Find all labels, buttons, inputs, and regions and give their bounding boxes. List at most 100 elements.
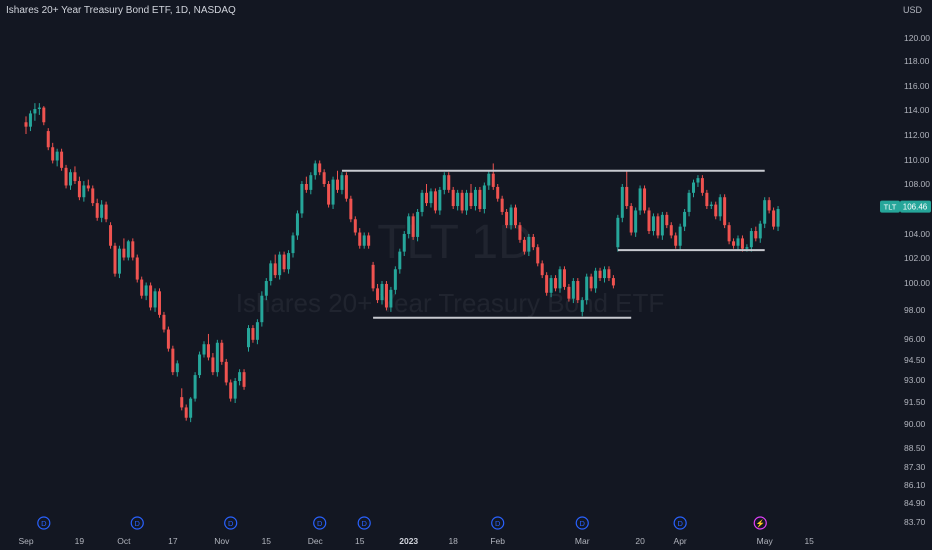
candle-down [447,175,451,190]
price-tick-label: 90.00 [904,419,926,429]
candle-up [175,363,179,373]
last-price-badge: TLT 106.46 [880,200,931,213]
candle-up [144,285,148,296]
candle-up [264,281,268,296]
candle-up [255,322,259,340]
price-tick-label: 98.00 [904,305,926,315]
candle-up [300,184,304,214]
candle-up [331,179,335,205]
dividend-marker[interactable] [37,516,51,530]
candle-up [620,186,624,218]
candle-up [313,163,317,176]
candle-down [322,172,326,184]
candle-down [131,241,135,258]
candle-down [598,270,602,279]
candle-down [554,278,558,289]
price-axis[interactable]: 120.00 118.00 116.00 114.00 112.00 110.00 108.… [904,33,930,527]
candle-down [349,198,353,220]
price-tick-label: 88.50 [904,443,926,453]
candle-down [705,192,709,207]
candle-up [362,235,366,246]
candle-series [24,103,780,423]
candle-up [247,328,250,348]
last-price-value-badge [900,200,931,213]
candle-down [376,288,380,301]
candle-up [402,233,406,252]
candle-down [567,286,571,299]
candle-up [571,281,575,299]
candle-down [674,235,678,246]
candle-up [692,182,695,193]
candle-down [251,328,255,340]
last-price-value: 106.46 [903,203,928,212]
candle-up [616,217,620,248]
price-tick-label: 110.00 [904,155,930,165]
candle-up [603,269,606,279]
horizontal-levels[interactable] [341,169,765,319]
event-markers[interactable]: D D D D D D D D ⚡ [37,516,767,530]
candle-up [634,210,638,233]
candle-up [429,191,433,204]
candle-up [438,189,442,211]
time-axis[interactable]: Sep 19 Oct 17 Nov 15 Dec 15 2023 18 Feb Mar 20 Apr May… [18,536,814,546]
candle-up [398,251,402,270]
candle-down [727,225,731,242]
price-tick-label: 93.00 [904,375,926,385]
candle-down [723,197,727,226]
candle-down [531,236,535,248]
chart-title: Ishares 20+ Year Treasury Bond ETF, 1D, … [6,5,236,16]
time-tick-label: Apr [674,536,687,546]
candle-up [696,178,700,183]
candle-down [625,186,629,207]
marker-label: ⚡ [756,519,765,528]
candle-up [527,236,531,252]
price-tick-label: 91.50 [904,397,926,407]
candle-up [758,223,762,239]
candle-up [215,342,219,373]
candle-down [367,235,371,246]
candle-down [732,241,736,246]
candle-down [545,275,549,293]
time-tick-label: May [757,536,774,546]
candle-up [295,213,299,236]
price-tick-label: 87.30 [904,462,926,472]
candle-down [158,291,161,315]
price-tick-label: 102.00 [904,253,930,263]
time-tick-label: Feb [490,536,505,546]
dividend-marker[interactable] [313,516,327,530]
marker-label: D [228,519,234,528]
time-tick-label: 15 [262,536,272,546]
candle-down [24,122,28,127]
candle-up [55,151,59,161]
price-tick-label: 118.00 [904,56,930,66]
time-tick-label: 2023 [399,536,418,546]
marker-label: D [495,519,501,528]
candle-up [776,208,780,227]
candle-down [536,247,540,264]
dividend-marker[interactable] [130,516,144,530]
candle-up [638,188,642,211]
time-tick-label: 15 [804,536,814,546]
candle-down [104,204,108,220]
candle-up [594,270,598,289]
price-tick-label: 120.00 [904,33,930,43]
candle-down [425,192,428,204]
price-tick-label: 83.70 [904,517,926,527]
last-price-symbol-badge [880,200,900,213]
candle-up [509,207,513,226]
candle-up [117,248,121,274]
candle-down [224,361,228,383]
earnings-flash-marker[interactable] [753,516,767,530]
candle-down [122,248,126,258]
candle-up [580,300,584,312]
dividend-marker[interactable] [357,516,371,530]
candle-up [189,398,193,418]
candle-down [242,372,246,387]
dividend-marker[interactable] [491,516,505,530]
candle-down [522,239,526,252]
dividend-marker[interactable] [575,516,589,530]
dividend-marker[interactable] [673,516,687,530]
dividend-marker[interactable] [224,516,238,530]
